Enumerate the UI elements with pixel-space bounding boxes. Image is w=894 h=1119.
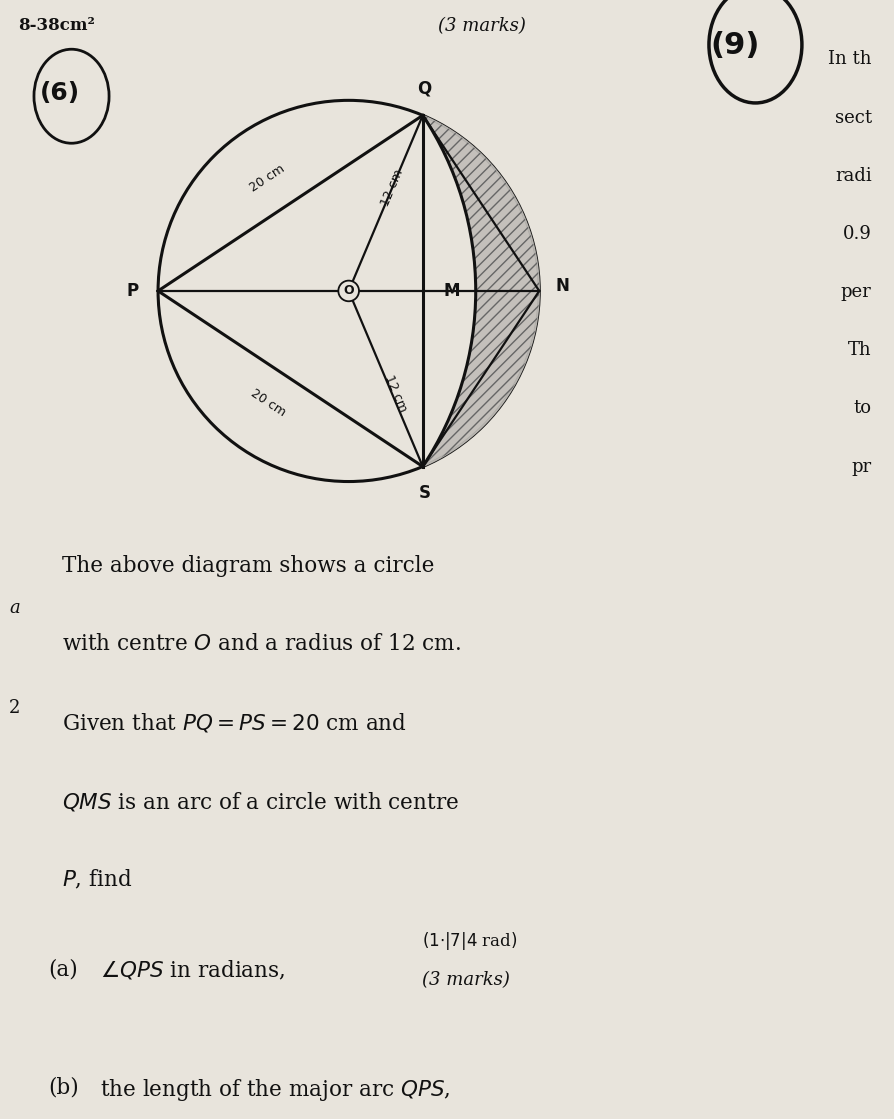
Circle shape [338,281,359,301]
Text: 8-38cm²: 8-38cm² [18,17,95,34]
Text: 20 cm: 20 cm [248,162,288,195]
Text: (6): (6) [40,81,80,104]
Text: $\angle QPS$ in radians,: $\angle QPS$ in radians, [100,959,285,982]
Text: 20 cm: 20 cm [248,387,288,420]
Text: radi: radi [835,167,872,185]
Text: Th: Th [848,341,872,359]
Text: 12 cm: 12 cm [382,374,409,414]
Text: the length of the major arc $QPS$,: the length of the major arc $QPS$, [100,1076,451,1103]
Text: O: O [343,284,354,298]
Text: per: per [841,283,872,301]
Text: (9): (9) [711,31,760,60]
Text: In th: In th [828,50,872,68]
Text: N: N [555,278,569,295]
Text: $QMS$ is an arc of a circle with centre: $QMS$ is an arc of a circle with centre [62,790,459,814]
Text: (3 marks): (3 marks) [422,970,510,988]
Text: 2: 2 [9,699,21,717]
Text: P: P [127,282,139,300]
Polygon shape [423,115,539,467]
Text: a: a [9,599,20,617]
Text: Q: Q [417,79,432,97]
Text: M: M [443,282,460,300]
Text: (a): (a) [48,959,79,981]
Text: $P$, find: $P$, find [62,868,132,892]
Text: with centre $O$ and a radius of 12 cm.: with centre $O$ and a radius of 12 cm. [62,633,460,655]
Text: Given that $PQ = PS = 20$ cm and: Given that $PQ = PS = 20$ cm and [62,712,407,735]
Text: $(1{\cdot}|7|4$ rad$)$: $(1{\cdot}|7|4$ rad$)$ [422,930,518,952]
Text: 0.9: 0.9 [843,225,872,243]
Text: pr: pr [851,458,872,476]
Text: (3 marks): (3 marks) [438,17,526,35]
Text: 12 cm: 12 cm [379,168,406,208]
Text: to: to [854,399,872,417]
Text: The above diagram shows a circle: The above diagram shows a circle [62,555,434,576]
Text: sect: sect [834,109,872,126]
Text: S: S [418,485,430,502]
Text: (b): (b) [48,1076,80,1099]
